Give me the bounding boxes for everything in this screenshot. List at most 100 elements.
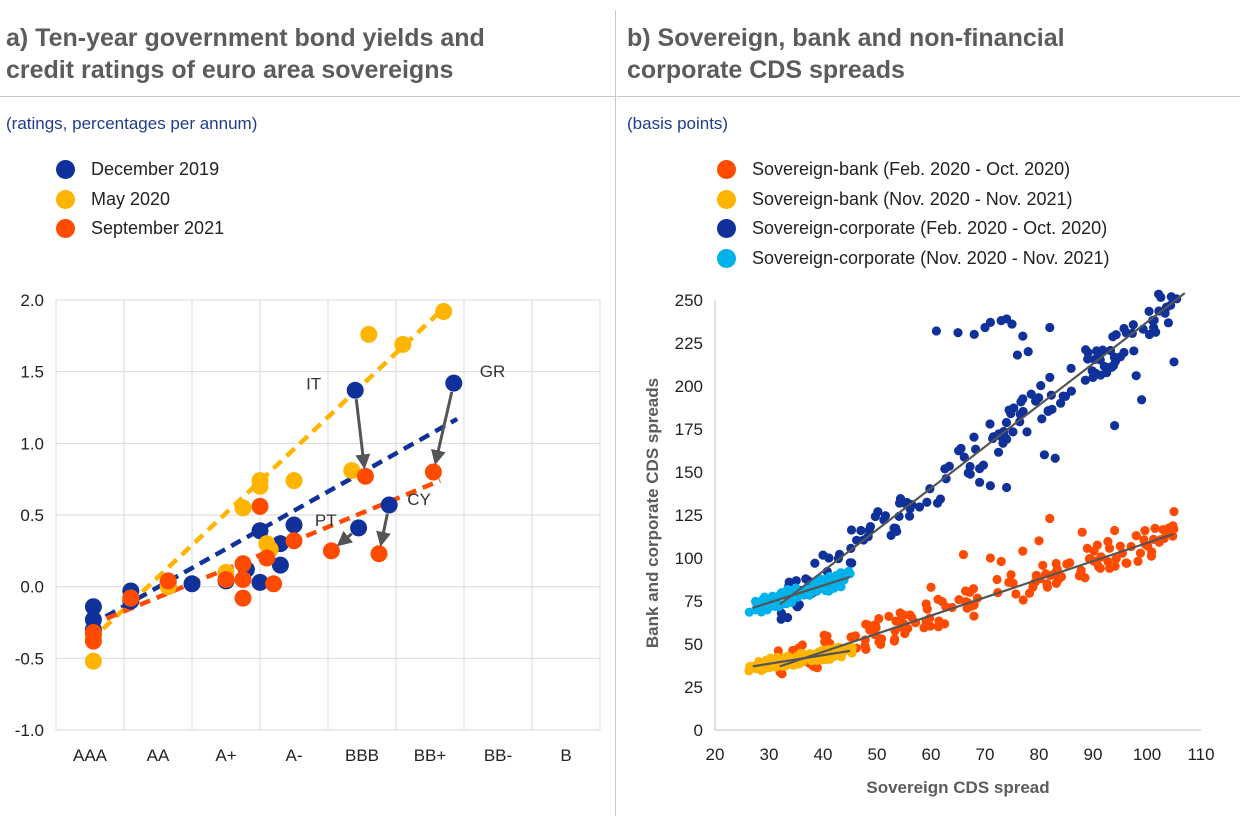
y-tick-label: 1.5 bbox=[20, 363, 44, 382]
data-point bbox=[797, 640, 807, 650]
x-tick-label: 70 bbox=[976, 745, 995, 764]
x-tick-label: A- bbox=[286, 746, 303, 765]
data-point bbox=[1105, 563, 1115, 573]
data-point bbox=[1080, 573, 1090, 583]
data-point bbox=[1166, 292, 1176, 302]
y-tick-label: 125 bbox=[675, 506, 703, 525]
data-point bbox=[1038, 560, 1048, 571]
annotation-arrow bbox=[336, 530, 354, 547]
data-point bbox=[1022, 427, 1032, 437]
data-point bbox=[251, 477, 269, 495]
data-point bbox=[1115, 541, 1125, 551]
legend-marker bbox=[717, 189, 736, 209]
data-point bbox=[1088, 372, 1098, 382]
panel-a-legend-item: September 2021 bbox=[56, 214, 224, 244]
data-point bbox=[824, 553, 834, 563]
y-tick-label: 0 bbox=[694, 721, 703, 740]
data-point bbox=[1144, 329, 1155, 340]
data-point bbox=[1056, 398, 1066, 408]
data-point bbox=[356, 467, 374, 485]
annotation-arrow bbox=[431, 391, 454, 466]
data-point bbox=[1154, 289, 1164, 299]
data-point bbox=[1045, 322, 1055, 333]
data-point bbox=[350, 519, 368, 537]
data-point bbox=[818, 575, 828, 585]
data-point bbox=[1007, 319, 1017, 329]
data-point bbox=[953, 328, 963, 338]
legend-label: December 2019 bbox=[91, 159, 220, 180]
data-point bbox=[1154, 306, 1164, 316]
data-point bbox=[1133, 556, 1143, 566]
x-tick-label: 30 bbox=[760, 745, 779, 764]
data-point bbox=[969, 611, 979, 621]
data-point bbox=[919, 623, 929, 633]
data-point bbox=[959, 452, 969, 462]
data-point bbox=[933, 594, 943, 604]
legend-marker bbox=[56, 189, 75, 209]
data-point bbox=[1147, 547, 1157, 557]
data-point bbox=[1169, 357, 1179, 367]
data-point bbox=[1018, 595, 1028, 605]
data-point bbox=[1039, 450, 1049, 460]
data-point bbox=[251, 522, 269, 540]
data-point bbox=[1034, 536, 1044, 546]
data-point bbox=[773, 652, 783, 663]
data-point bbox=[794, 600, 804, 610]
data-point bbox=[285, 472, 303, 490]
data-point bbox=[1042, 579, 1052, 589]
data-point bbox=[760, 592, 770, 602]
panel-a: a) Ten-year government bond yields and c… bbox=[0, 0, 615, 820]
data-point bbox=[1018, 394, 1028, 404]
data-point bbox=[873, 507, 883, 517]
y-tick-label: 0.0 bbox=[20, 578, 44, 597]
data-point bbox=[1080, 375, 1090, 385]
panel-divider bbox=[615, 10, 616, 816]
y-tick-label: 25 bbox=[684, 678, 703, 697]
data-point bbox=[84, 632, 102, 650]
data-point bbox=[750, 596, 761, 607]
data-point bbox=[1140, 526, 1150, 536]
data-point bbox=[1045, 372, 1055, 382]
data-point bbox=[784, 577, 794, 587]
data-point bbox=[1135, 548, 1146, 558]
data-point bbox=[285, 532, 303, 550]
data-point bbox=[992, 574, 1002, 585]
data-point bbox=[932, 498, 943, 508]
data-point bbox=[1131, 531, 1141, 541]
y-tick-label: 150 bbox=[675, 463, 703, 482]
data-point bbox=[1002, 434, 1012, 444]
x-tick-label: 40 bbox=[814, 745, 833, 764]
data-point bbox=[1023, 347, 1033, 357]
x-tick-label: AA bbox=[147, 746, 170, 765]
data-point bbox=[1066, 386, 1076, 396]
data-point bbox=[891, 523, 901, 533]
data-point bbox=[876, 639, 886, 649]
data-point bbox=[904, 511, 915, 521]
data-point bbox=[1128, 320, 1138, 330]
data-point bbox=[1144, 306, 1154, 317]
data-point bbox=[1164, 523, 1174, 533]
data-point bbox=[884, 611, 894, 622]
data-point bbox=[394, 335, 412, 353]
data-point bbox=[1148, 323, 1159, 333]
data-point bbox=[122, 589, 140, 607]
data-point bbox=[1026, 389, 1036, 399]
panel-b-legend-item: Sovereign-bank (Feb. 2020 - Oct. 2020) bbox=[717, 155, 1110, 185]
data-point bbox=[941, 474, 951, 484]
data-point bbox=[1109, 352, 1119, 362]
data-point bbox=[1104, 543, 1115, 553]
data-point bbox=[234, 499, 252, 517]
legend-label: Sovereign-bank (Nov. 2020 - Nov. 2021) bbox=[752, 188, 1073, 209]
data-point bbox=[1129, 346, 1139, 356]
data-point bbox=[985, 419, 995, 429]
data-point bbox=[1058, 391, 1068, 401]
data-point bbox=[846, 525, 857, 535]
data-point bbox=[914, 502, 925, 512]
data-point bbox=[258, 549, 276, 567]
data-point bbox=[435, 302, 453, 320]
x-tick-label: 60 bbox=[922, 745, 941, 764]
data-point bbox=[890, 634, 900, 644]
panel-b-legend-item: Sovereign-corporate (Nov. 2020 - Nov. 20… bbox=[717, 244, 1110, 274]
data-point bbox=[975, 463, 985, 474]
data-point bbox=[1076, 565, 1086, 575]
